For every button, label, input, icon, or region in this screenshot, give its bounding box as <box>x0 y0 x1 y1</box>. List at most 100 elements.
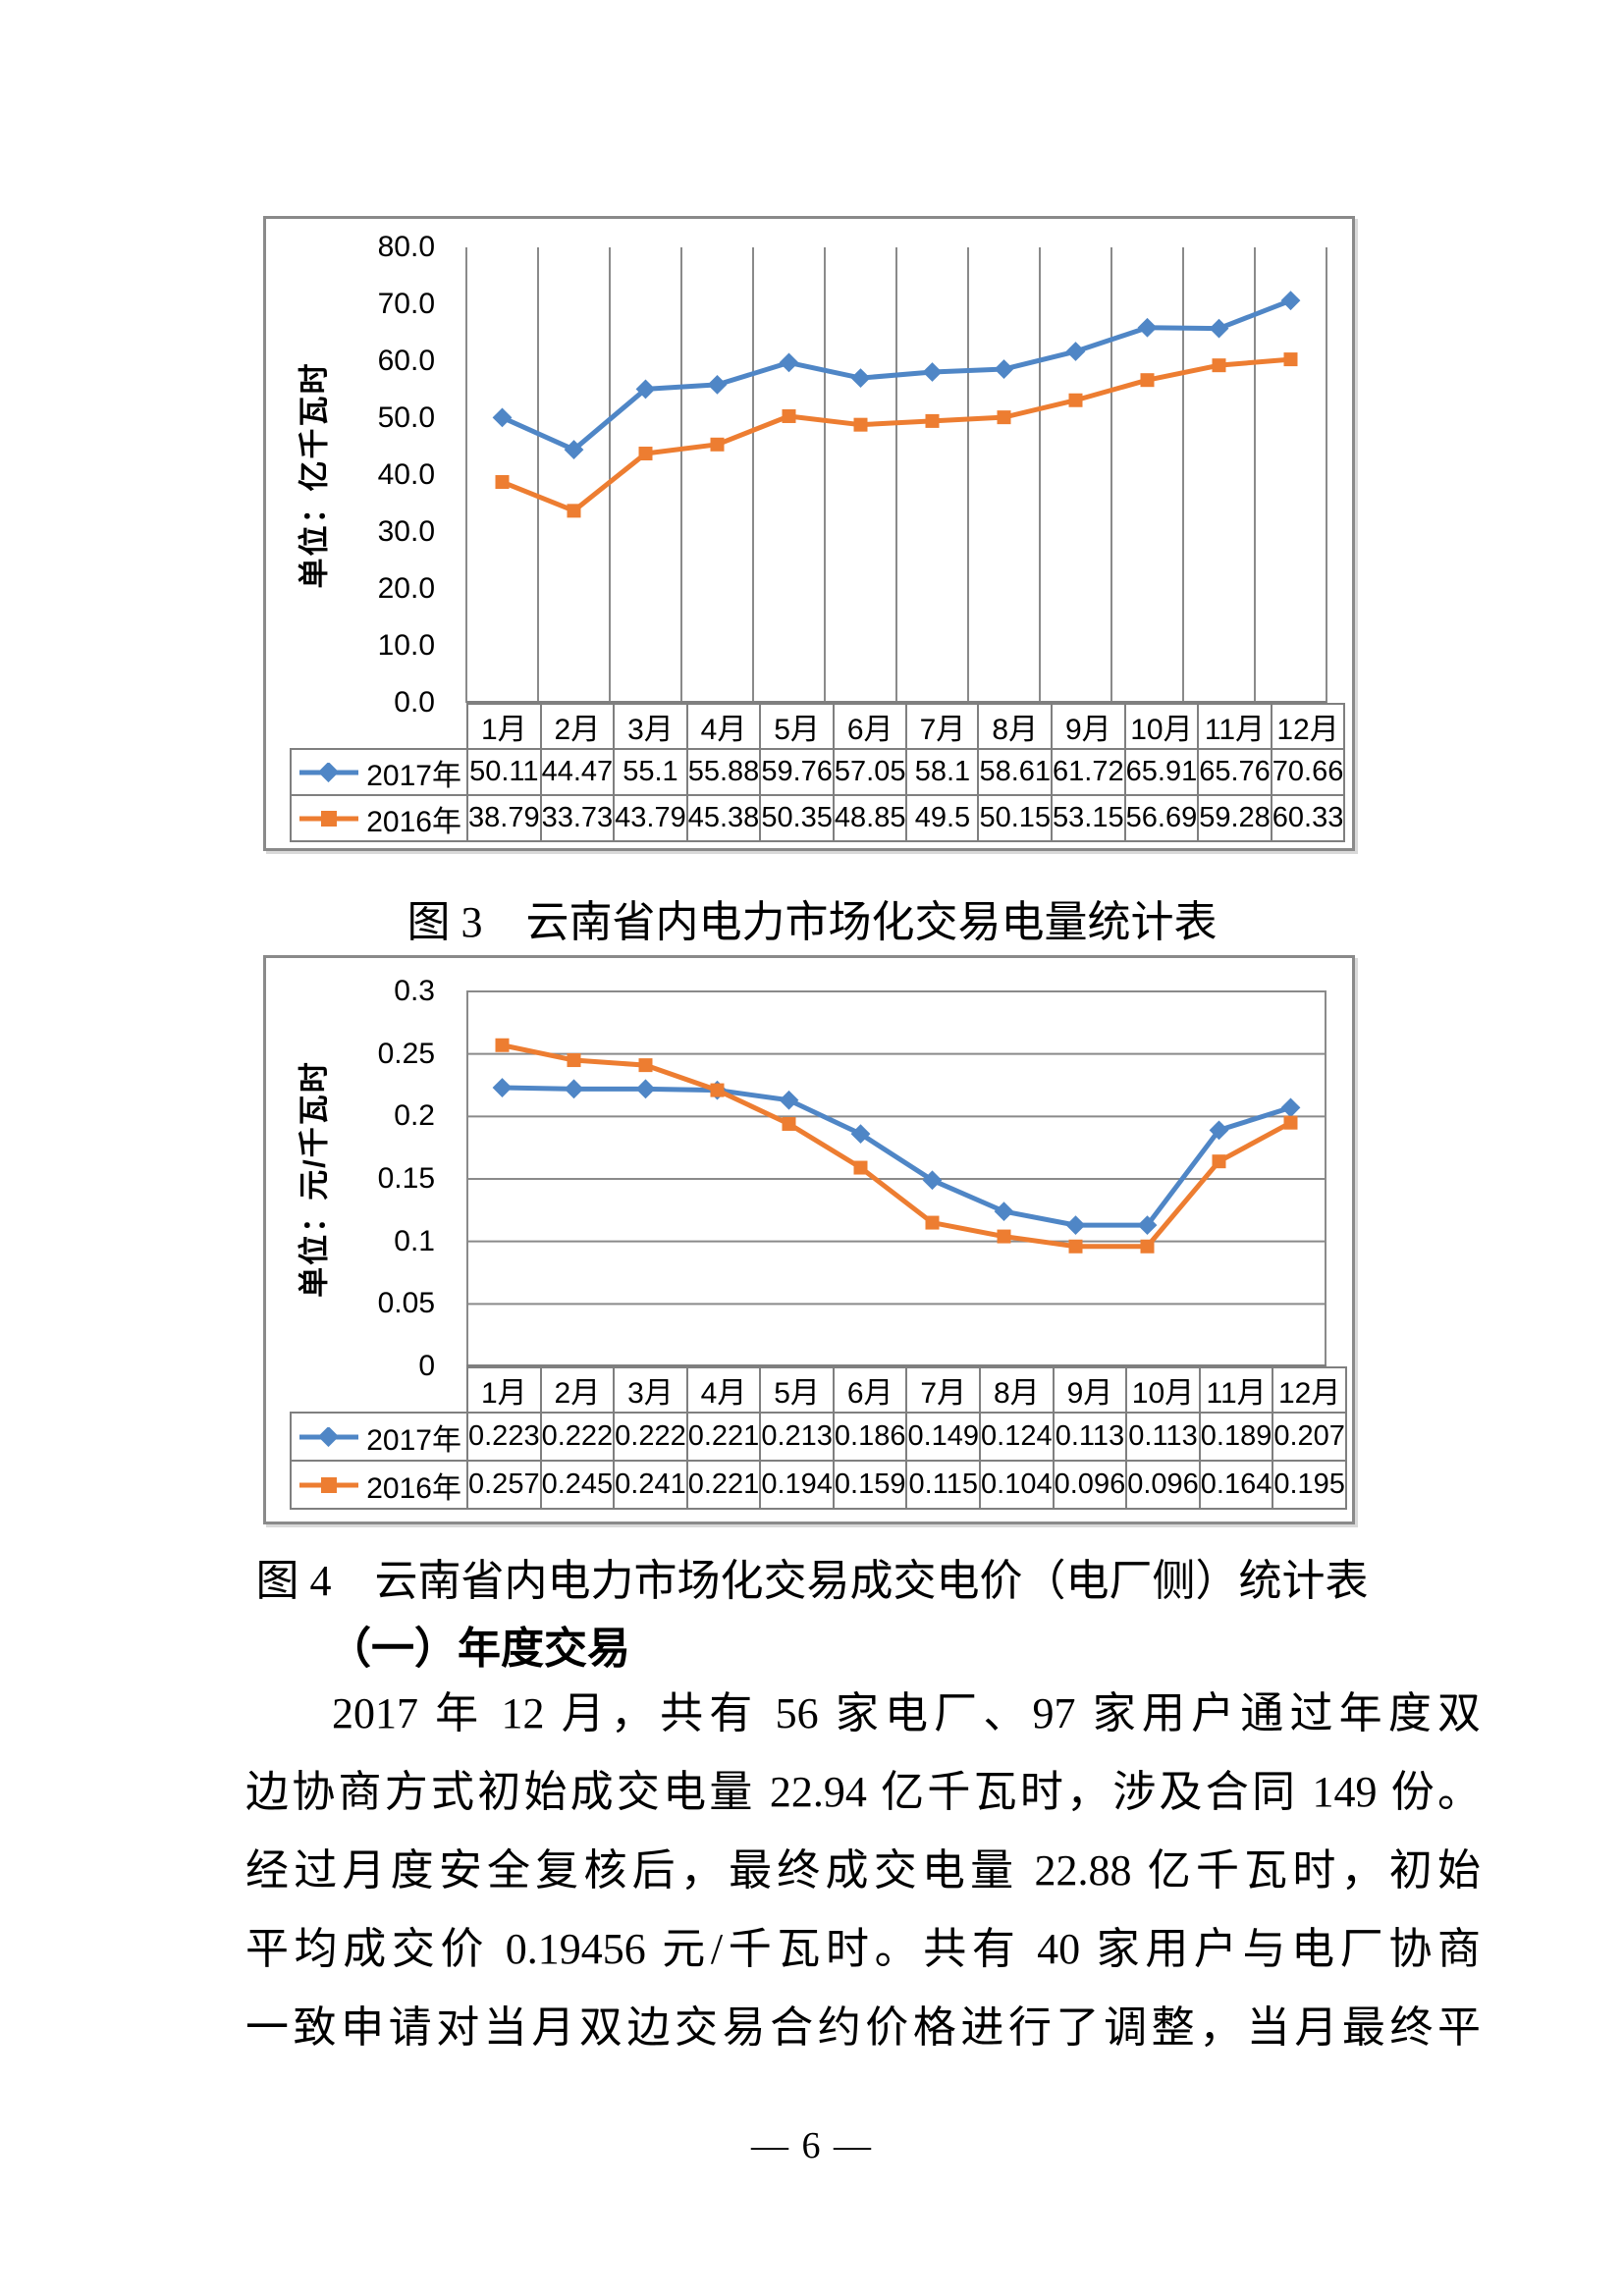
diamond-marker <box>779 1090 799 1110</box>
month-header-cell: 9月 <box>1051 703 1126 750</box>
page-number: — 6 — <box>751 2125 873 2166</box>
diamond-marker <box>1209 1120 1229 1141</box>
month-header-cell: 10月 <box>1125 1366 1201 1414</box>
paragraph-line: 2017 年 12 月，共有 56 家电厂、97 家用户通过年度双 <box>332 1689 1481 1737</box>
value-cell: 50.11 <box>466 748 542 796</box>
square-marker <box>853 417 868 432</box>
diamond-marker <box>1137 1215 1158 1236</box>
month-header-cell: 7月 <box>905 1366 982 1414</box>
value-cell: 0.113 <box>1052 1412 1128 1462</box>
diamond-marker <box>1065 1215 1086 1236</box>
figure-4-chart: 单位：元/千瓦时 0.3 0.25 0.2 0.15 0.1 0.05 0 1月 2月 3月 4月… <box>263 955 1355 1524</box>
value-cell: 0.241 <box>613 1460 688 1510</box>
value-cell: 45.38 <box>685 794 762 842</box>
value-cell: 0.194 <box>759 1460 835 1510</box>
value-cell: 58.61 <box>977 748 1054 796</box>
month-header-cell: 5月 <box>759 1366 835 1414</box>
value-cell: 0.186 <box>832 1412 908 1462</box>
value-cell: 0.207 <box>1272 1412 1347 1462</box>
y-axis-tick-label: 10.0 <box>377 629 435 662</box>
value-cell: 70.66 <box>1270 748 1346 796</box>
month-header-cell: 3月 <box>613 1366 688 1414</box>
diamond-marker <box>564 1079 584 1099</box>
square-marker <box>1283 1115 1298 1130</box>
legend-marker-icon <box>299 762 359 782</box>
y-axis-tick-label: 20.0 <box>377 572 435 605</box>
square-marker <box>495 1038 510 1052</box>
value-cell: 0.195 <box>1272 1460 1347 1510</box>
legend-cell-2017年: 2017年 <box>290 1412 468 1462</box>
square-marker <box>925 413 940 428</box>
diamond-marker <box>922 1170 943 1191</box>
diamond-marker <box>1209 318 1229 339</box>
month-header-cell: 4月 <box>685 703 762 750</box>
value-cell: 48.85 <box>832 794 908 842</box>
value-cell: 65.76 <box>1197 748 1272 796</box>
month-header-cell: 8月 <box>979 1366 1055 1414</box>
month-header-cell: 1月 <box>466 703 542 750</box>
chart-data-table: 1月 2月 3月 4月 5月 6月 7月 8月 9月 10月 11月 12月 2017年 0.223 0.… <box>290 1366 1347 1510</box>
series-line-2017年 <box>501 297 1292 453</box>
paragraph-line: 平均成交价 0.19456 元/千瓦时。共有 40 家用户与电厂协商 <box>245 1925 1481 1973</box>
value-cell: 33.73 <box>539 794 616 842</box>
diamond-marker <box>994 359 1014 379</box>
value-cell: 0.159 <box>832 1460 908 1510</box>
diamond-marker <box>1280 291 1301 311</box>
square-marker <box>1140 1239 1155 1254</box>
body-paragraph: 2017 年 12 月，共有 56 家电厂、97 家用户通过年度双 边协商方式初… <box>245 1675 1481 2067</box>
square-marker <box>853 1160 868 1175</box>
square-marker <box>1212 358 1226 373</box>
y-axis-tick-label: 40.0 <box>377 458 435 491</box>
diamond-marker <box>492 407 513 428</box>
value-cell: 0.124 <box>979 1412 1055 1462</box>
value-cell: 61.72 <box>1051 748 1126 796</box>
y-axis-tick-label: 0.05 <box>377 1287 435 1320</box>
diamond-marker <box>850 368 871 389</box>
value-cell: 0.245 <box>539 1460 616 1510</box>
value-cell: 0.096 <box>1125 1460 1201 1510</box>
value-cell: 50.15 <box>977 794 1054 842</box>
series-line-2016年 <box>501 356 1291 513</box>
square-marker <box>997 1229 1011 1244</box>
figure-3-chart: 单位：亿千瓦时 80.0 70.0 60.0 50.0 40.0 30.0 20.0 10.0… <box>263 216 1355 851</box>
diamond-marker <box>1065 342 1086 361</box>
legend-cell-2016年: 2016年 <box>290 794 468 842</box>
value-cell: 0.221 <box>685 1460 762 1510</box>
square-marker <box>710 437 725 452</box>
square-marker <box>782 1116 796 1131</box>
square-marker <box>495 475 510 490</box>
value-cell: 0.115 <box>905 1460 982 1510</box>
value-cell: 59.76 <box>759 748 835 796</box>
value-cell: 0.096 <box>1052 1460 1128 1510</box>
month-header-cell: 3月 <box>613 703 688 750</box>
value-cell: 55.1 <box>613 748 688 796</box>
square-marker <box>638 447 653 461</box>
y-axis-tick-label: 80.0 <box>377 231 435 263</box>
series-line-2016年 <box>501 1042 1292 1250</box>
value-cell: 0.223 <box>466 1412 542 1462</box>
value-cell: 56.69 <box>1123 794 1200 842</box>
month-header-cell: 12月 <box>1270 703 1346 750</box>
value-cell: 0.222 <box>539 1412 616 1462</box>
value-cell: 0.222 <box>613 1412 688 1462</box>
y-axis-tick-label: 0.0 <box>394 686 435 719</box>
value-cell: 0.189 <box>1198 1412 1274 1462</box>
diamond-marker <box>994 1201 1014 1222</box>
legend-cell-2016年: 2016年 <box>290 1460 468 1510</box>
y-axis-tick-label: 60.0 <box>377 345 435 377</box>
line-chart-plot <box>465 247 1327 703</box>
series-name: 2016年 <box>366 1471 461 1505</box>
month-header-cell: 2月 <box>539 703 616 750</box>
diamond-marker <box>922 362 943 382</box>
table-corner-cell <box>291 704 467 749</box>
y-axis-tick-label: 30.0 <box>377 515 435 548</box>
paragraph-line: 经过月度安全复核后，最终成交电量 22.88 亿千瓦时，初始 <box>245 1846 1481 1895</box>
line-chart-plot <box>466 990 1326 1366</box>
y-axis-tick-label: 0 <box>418 1350 435 1382</box>
value-cell: 0.213 <box>759 1412 835 1462</box>
y-axis-tick-label: 0.3 <box>394 975 435 1007</box>
y-axis-tick-label: 70.0 <box>377 288 435 320</box>
y-axis-tick-label: 0.2 <box>394 1099 435 1133</box>
chart-data-table: 1月 2月 3月 4月 5月 6月 7月 8月 9月 10月 11月 12月 2017年 50.11 44… <box>290 703 1346 842</box>
